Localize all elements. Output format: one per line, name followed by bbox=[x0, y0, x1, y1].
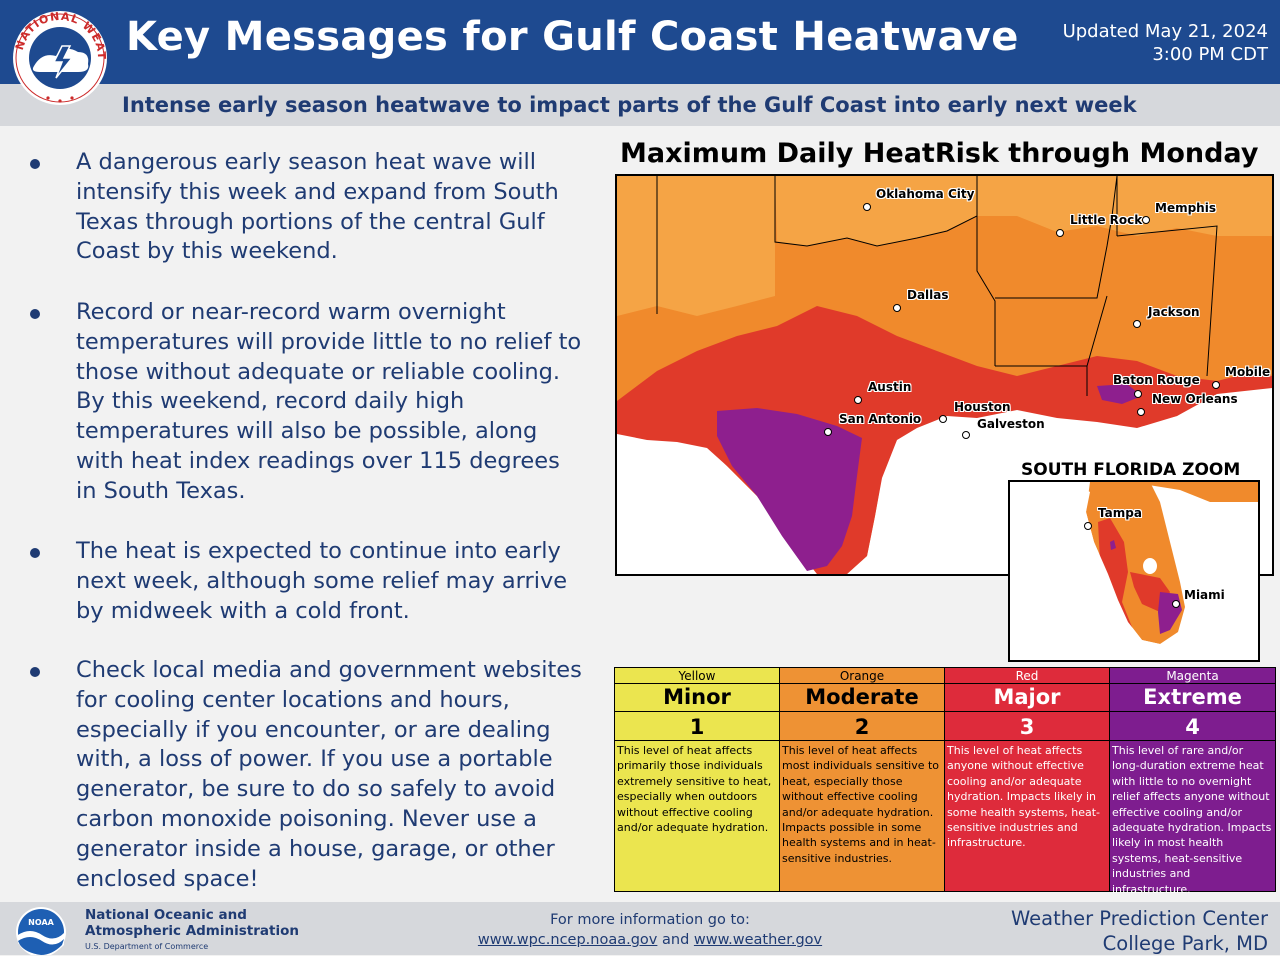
city-label-san-antonio: San Antonio bbox=[839, 412, 922, 426]
legend-description: This level of heat affects primarily tho… bbox=[617, 744, 772, 835]
wpc-credit: Weather Prediction Center College Park, … bbox=[1010, 907, 1268, 955]
city-label-memphis: Memphis bbox=[1155, 201, 1216, 215]
city-label-oklahoma-city: Oklahoma City bbox=[876, 187, 975, 201]
zoom-label: SOUTH FLORIDA ZOOM bbox=[1021, 460, 1241, 480]
page-subtitle: Intense early season heatwave to impact … bbox=[122, 93, 1137, 117]
city-dot-icon bbox=[824, 428, 832, 436]
legend-number: 2 bbox=[854, 715, 870, 739]
subtitle-bar bbox=[0, 84, 1280, 126]
city-label-tampa: Tampa bbox=[1098, 506, 1142, 520]
city-dot-icon bbox=[1133, 320, 1141, 328]
legend-description: This level of heat affects most individu… bbox=[782, 744, 940, 865]
legend-major: Red Major 3 This level of heat affects a… bbox=[945, 668, 1110, 891]
nws-logo-icon: NATIONAL WEATHER SERVICE bbox=[12, 6, 107, 105]
bullet-dot-icon bbox=[30, 159, 40, 169]
city-label-baton-rouge: Baton Rouge bbox=[1113, 373, 1200, 387]
key-message-text: Check local media and government website… bbox=[76, 657, 582, 892]
city-label-mobile: Mobile bbox=[1225, 365, 1271, 379]
key-message-text: The heat is expected to continue into ea… bbox=[76, 538, 568, 624]
updated-time: 3:00 PM CDT bbox=[1152, 44, 1268, 65]
legend-level: Major bbox=[993, 685, 1061, 709]
legend-color-name: Yellow bbox=[678, 669, 716, 683]
legend-color-name: Red bbox=[1015, 669, 1039, 683]
more-info-links: www.wpc.ncep.noaa.gov and www.weather.go… bbox=[477, 932, 823, 948]
updated-date: Updated May 21, 2024 bbox=[1062, 21, 1268, 42]
bullet-dot-icon bbox=[30, 548, 40, 558]
map-title: Maximum Daily HeatRisk through Monday bbox=[620, 138, 1259, 169]
legend-color-name: Magenta bbox=[1166, 669, 1219, 683]
legend-level: Minor bbox=[663, 685, 731, 709]
city-dot-icon bbox=[962, 431, 970, 439]
city-dot-icon bbox=[1056, 229, 1064, 237]
city-label-jackson: Jackson bbox=[1148, 305, 1200, 319]
noaa-logo-icon: NOAA bbox=[16, 907, 66, 955]
city-label-little-rock: Little Rock bbox=[1070, 213, 1143, 227]
legend-extreme: Magenta Extreme 4 This level of rare and… bbox=[1110, 668, 1275, 896]
city-dot-icon bbox=[1212, 381, 1220, 389]
key-message-text: Record or near-record warm overnight tem… bbox=[76, 299, 582, 504]
city-dot-icon bbox=[1084, 522, 1092, 530]
city-dot-icon bbox=[893, 304, 901, 312]
city-label-miami: Miami bbox=[1184, 588, 1225, 602]
svg-text:NOAA: NOAA bbox=[28, 918, 54, 927]
heatrisk-legend: Yellow Minor 1 This level of heat affect… bbox=[614, 667, 1276, 896]
header-bar bbox=[0, 0, 1280, 84]
city-dot-icon bbox=[939, 415, 947, 423]
page-title: Key Messages for Gulf Coast Heatwave bbox=[126, 14, 1019, 60]
bullet-dot-icon bbox=[30, 667, 40, 677]
more-info-label: For more information go to: bbox=[550, 912, 750, 928]
key-message-text: A dangerous early season heat wave will … bbox=[76, 149, 559, 265]
city-dot-icon bbox=[1134, 390, 1142, 398]
legend-number: 4 bbox=[1185, 715, 1200, 739]
noaa-name: National Oceanic and Atmospheric Adminis… bbox=[85, 907, 299, 939]
city-label-galveston: Galveston bbox=[977, 417, 1045, 431]
legend-description: This level of rare and/or long-duration … bbox=[1112, 744, 1272, 896]
updated-timestamp: Updated May 21, 2024 3:00 PM CDT bbox=[1063, 20, 1268, 66]
south-florida-zoom-map: Tampa Miami bbox=[1008, 480, 1260, 662]
legend-description: This level of heat affects anyone withou… bbox=[947, 744, 1101, 850]
city-label-houston: Houston bbox=[954, 400, 1011, 414]
wpc-link[interactable]: www.wpc.ncep.noaa.gov bbox=[477, 932, 658, 948]
city-dot-icon bbox=[854, 396, 862, 404]
florida-map-svg bbox=[1010, 482, 1258, 660]
city-label-new-orleans: New Orleans bbox=[1152, 392, 1238, 406]
city-label-austin: Austin bbox=[868, 380, 912, 394]
legend-number: 1 bbox=[689, 715, 705, 739]
city-dot-icon bbox=[1172, 600, 1180, 608]
city-dot-icon bbox=[863, 203, 871, 211]
bullet-dot-icon bbox=[30, 309, 40, 319]
legend-moderate: Orange Moderate 2 This level of heat aff… bbox=[780, 668, 945, 891]
noaa-department: U.S. Department of Commerce bbox=[85, 942, 209, 951]
weather-gov-link[interactable]: www.weather.gov bbox=[693, 932, 823, 948]
footer-bar bbox=[0, 902, 1280, 955]
legend-level: Extreme bbox=[1143, 685, 1242, 709]
city-dot-icon bbox=[1142, 216, 1150, 224]
city-label-dallas: Dallas bbox=[907, 288, 949, 302]
city-dot-icon bbox=[1137, 408, 1145, 416]
legend-level: Moderate bbox=[805, 685, 919, 709]
legend-number: 3 bbox=[1019, 715, 1035, 739]
legend-minor: Yellow Minor 1 This level of heat affect… bbox=[615, 668, 780, 891]
legend-color-name: Orange bbox=[839, 669, 885, 683]
